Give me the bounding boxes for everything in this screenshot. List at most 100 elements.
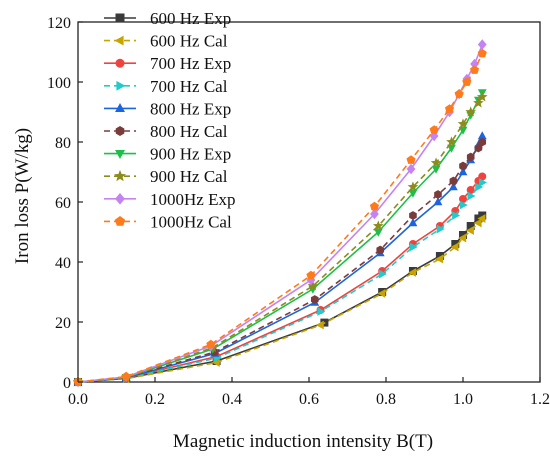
legend-entry: 900 Hz Cal — [104, 167, 228, 186]
data-point — [470, 58, 479, 70]
legend-entry: 600 Hz Cal — [104, 32, 228, 51]
data-point — [467, 191, 476, 201]
data-point — [406, 163, 416, 175]
series-2 — [74, 172, 487, 386]
data-point — [477, 131, 487, 140]
data-point — [370, 208, 379, 220]
data-point — [478, 172, 487, 181]
data-point — [476, 91, 488, 102]
data-point — [475, 182, 484, 192]
x-axis-title: Magnetic induction intensity B(T) — [173, 431, 433, 452]
series-9 — [73, 48, 487, 386]
legend-marker — [114, 35, 124, 46]
data-point — [458, 167, 468, 176]
legend-entry: 1000Hz Cal — [104, 212, 232, 231]
data-point — [444, 104, 455, 113]
legend-entry: 700 Hz Exp — [104, 54, 231, 73]
data-point — [121, 371, 131, 381]
data-point — [447, 144, 456, 153]
series-line — [77, 141, 483, 383]
data-point — [477, 214, 486, 223]
data-point — [478, 211, 487, 220]
legend-label: 800 Hz Cal — [150, 122, 228, 141]
data-point — [478, 137, 487, 147]
axes-layer: 0.0 0.2 0.4 0.6 0.8 1.0 1.2 0 20 40 60 80 100 120 — [47, 15, 550, 408]
data-point — [450, 242, 459, 252]
data-point — [377, 289, 386, 298]
data-point — [408, 218, 418, 227]
series-6 — [73, 89, 487, 387]
series-line — [77, 96, 483, 383]
legend-entry: 700 Hz Cal — [104, 77, 228, 96]
data-point — [206, 339, 216, 349]
series-line — [77, 135, 484, 383]
y-tick-label: 40 — [55, 255, 71, 272]
data-point — [376, 245, 385, 255]
legend-label: 600 Hz Cal — [150, 32, 228, 51]
data-point — [449, 176, 458, 186]
legend-entry: 900 Hz Exp — [104, 145, 231, 164]
data-point — [473, 97, 484, 108]
data-point — [451, 240, 460, 248]
data-point — [458, 233, 467, 243]
data-point — [435, 252, 444, 260]
series-0 — [74, 211, 487, 386]
y-tick-label: 120 — [47, 15, 71, 32]
series-line — [77, 53, 484, 383]
series-line — [77, 44, 484, 383]
data-point — [465, 226, 474, 235]
x-tick-label: 0.6 — [299, 391, 319, 408]
x-tick-label: 0.8 — [376, 391, 396, 408]
data-point — [448, 182, 458, 191]
data-point — [372, 220, 384, 231]
data-point — [408, 189, 418, 198]
series-4 — [73, 131, 487, 386]
data-point — [459, 200, 468, 210]
data-point — [479, 178, 488, 187]
legend-label: 1000Hz Exp — [150, 190, 235, 209]
data-point — [315, 320, 324, 330]
legend: 600 Hz Exp 600 Hz Cal 700 Hz Exp 700 Hz Cal… — [104, 9, 235, 231]
data-point — [406, 155, 416, 164]
data-point — [473, 218, 482, 228]
x-tick-label: 0.0 — [68, 391, 88, 408]
legend-marker — [115, 192, 125, 205]
y-tick-label: 100 — [47, 75, 71, 92]
data-point — [454, 89, 464, 98]
legend-marker — [116, 80, 126, 91]
x-tick-label: 0.4 — [222, 391, 242, 408]
data-point — [446, 136, 457, 147]
data-point — [306, 270, 316, 280]
data-point — [459, 231, 467, 239]
data-point — [310, 295, 319, 304]
legend-label: 900 Hz Cal — [150, 167, 228, 186]
data-point — [469, 65, 480, 74]
data-point — [466, 186, 475, 194]
legend-marker — [115, 150, 125, 159]
data-point — [431, 165, 441, 174]
y-tick-label: 0 — [63, 375, 71, 392]
legend-marker — [114, 216, 126, 226]
legend-label: 700 Hz Cal — [150, 77, 228, 96]
data-point — [430, 157, 442, 168]
data-point — [408, 268, 417, 277]
legend-marker — [115, 126, 125, 136]
y-tick-label: 60 — [55, 195, 71, 212]
data-point — [434, 190, 442, 199]
legend-label: 600 Hz Exp — [150, 9, 231, 28]
data-point — [474, 143, 483, 153]
data-point — [435, 254, 444, 264]
data-point — [409, 242, 418, 252]
data-point — [457, 118, 469, 129]
y-tick-label: 20 — [55, 315, 71, 332]
legend-entry: 800 Hz Cal — [104, 122, 228, 141]
data-point — [462, 77, 472, 86]
legend-label: 800 Hz Exp — [150, 99, 231, 118]
legend-marker — [115, 58, 125, 68]
y-tick-label: 80 — [55, 135, 71, 152]
legend-marker — [115, 103, 125, 112]
series-layer — [72, 39, 488, 388]
data-point — [378, 269, 387, 279]
data-point — [409, 211, 417, 220]
data-point — [459, 161, 467, 171]
